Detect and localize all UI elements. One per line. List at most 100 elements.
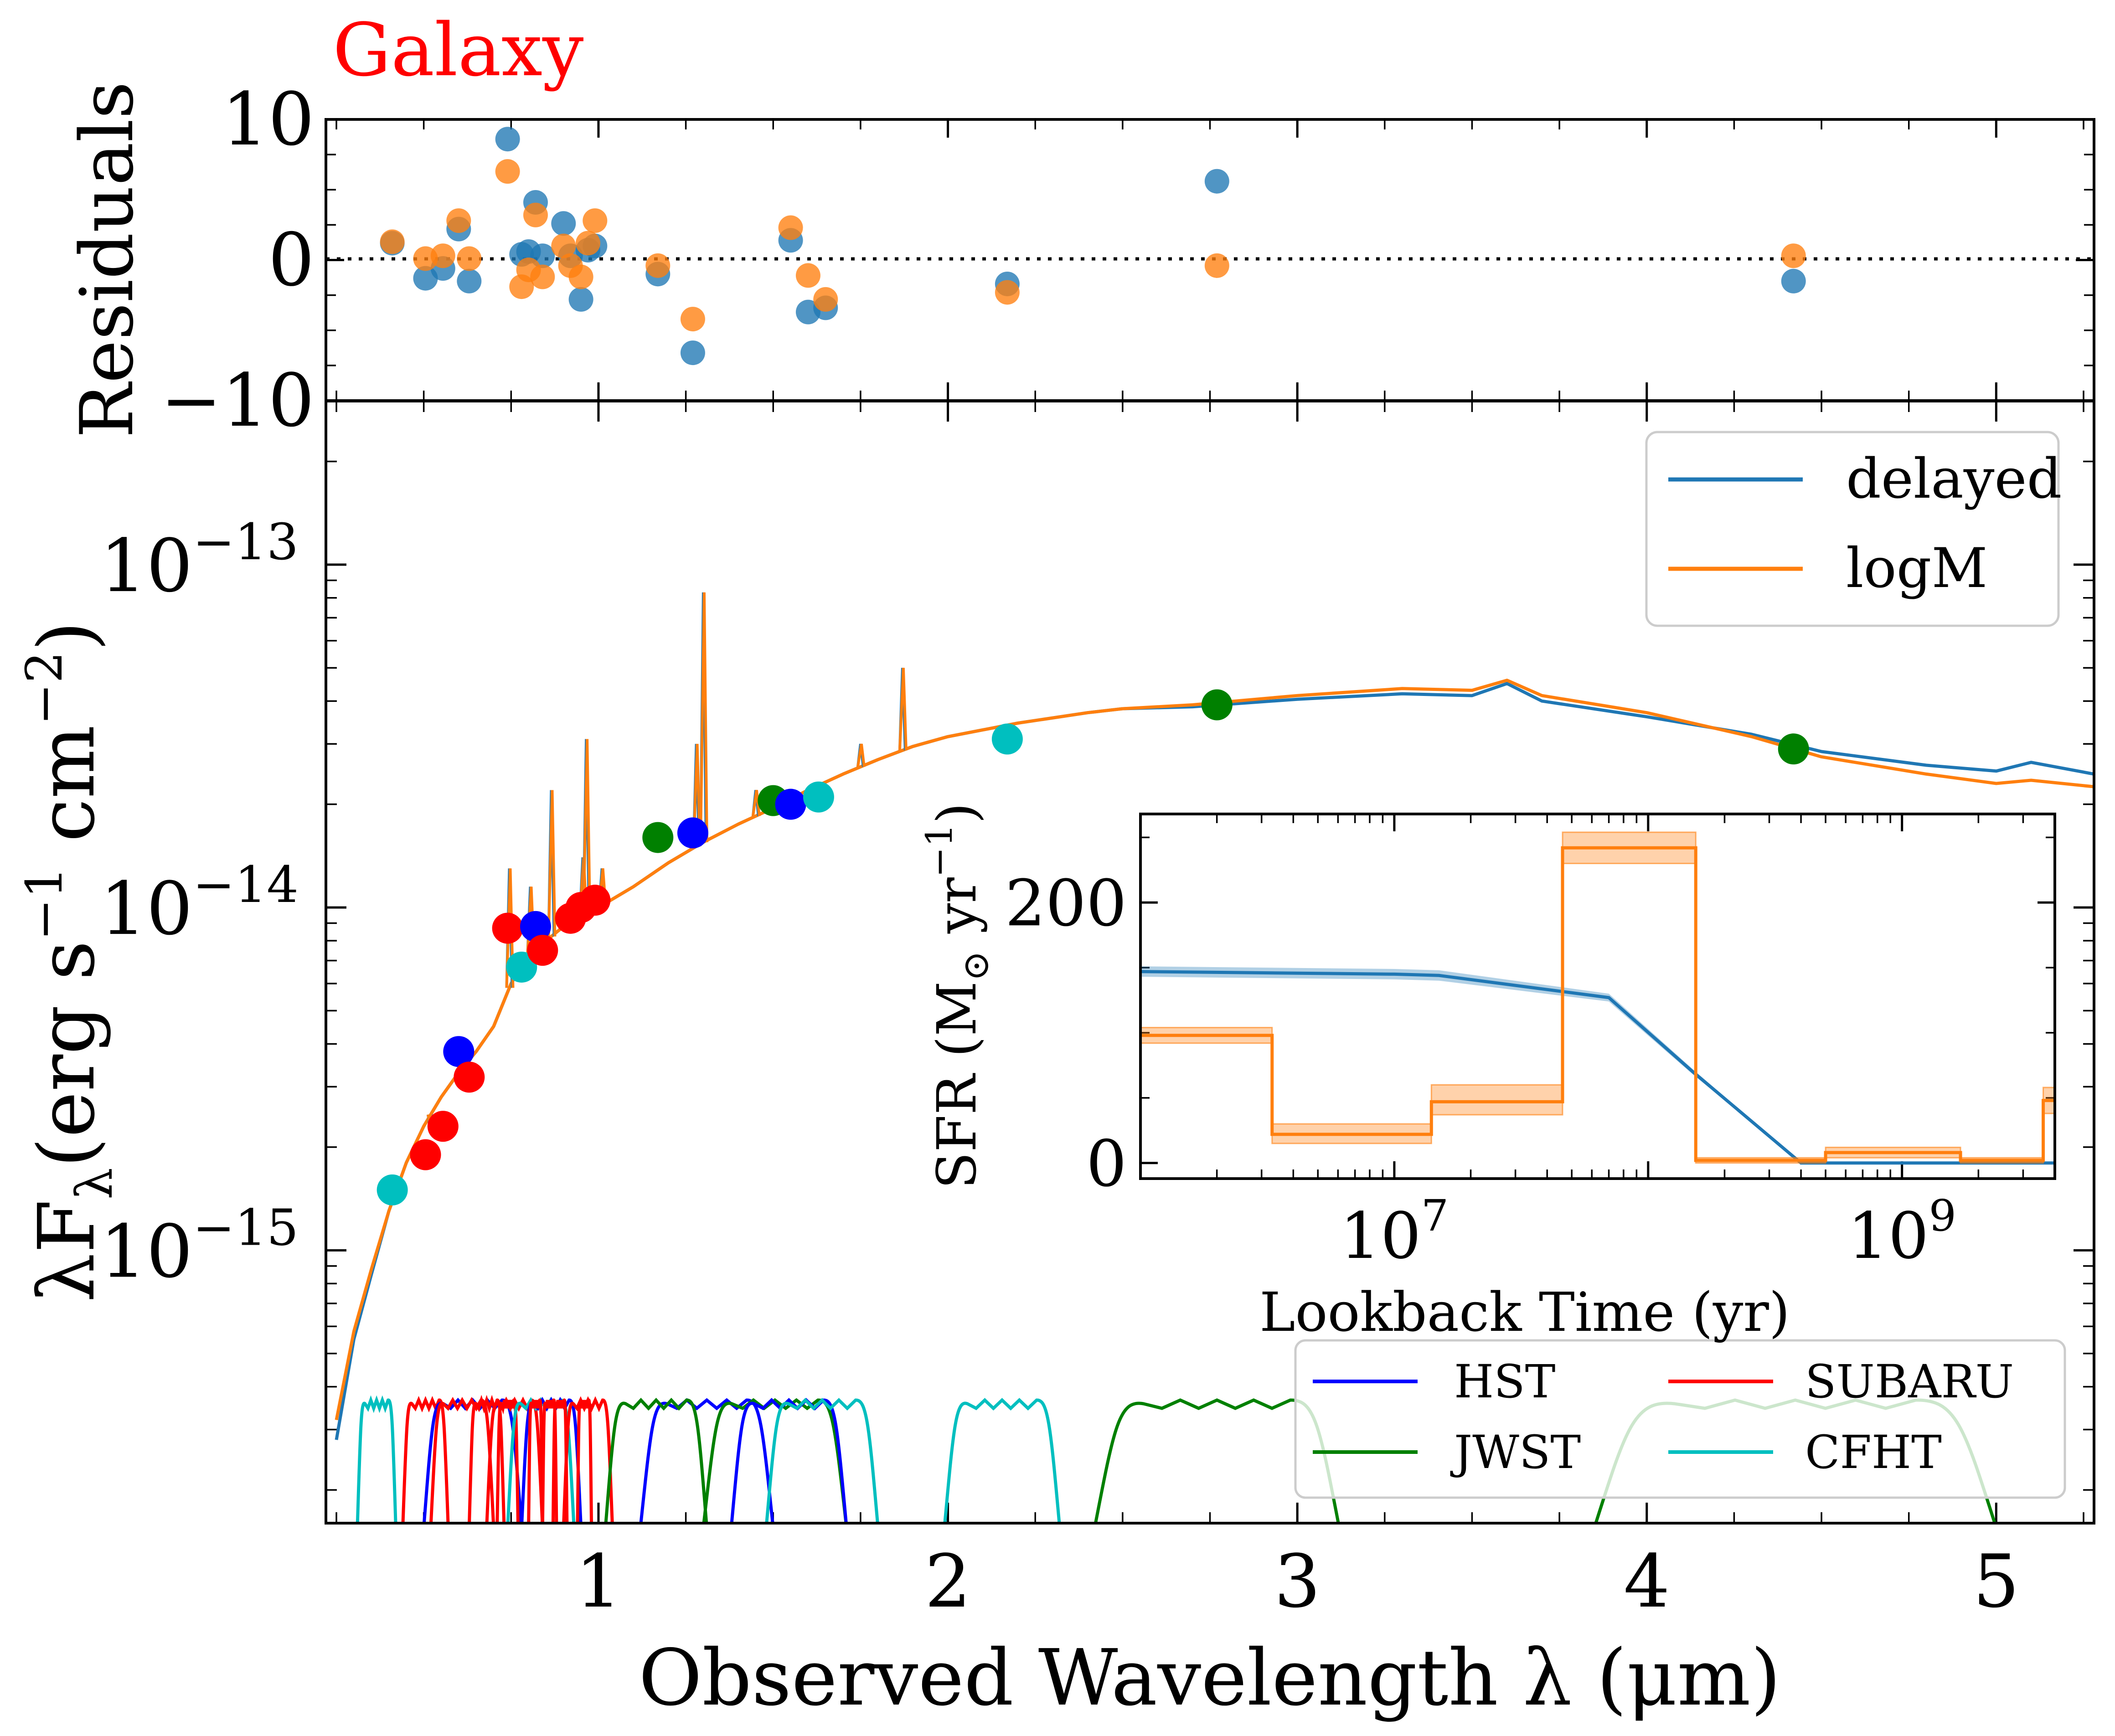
residual-point-logM — [813, 287, 838, 312]
inset-ytick-label: 0 — [1086, 1127, 1127, 1201]
legend-logM-label: logM — [1846, 537, 1987, 600]
residual-point-logM — [430, 243, 455, 268]
photometry-point-JWST — [1201, 689, 1233, 721]
sed-ytick-label: 10−13 — [100, 513, 299, 608]
sed-xtick-label: 1 — [575, 1539, 622, 1624]
emission-line-logM — [751, 790, 761, 817]
sfh-inset: 0 200 107 109 Lookback Time (yr) SFR (M⊙ yr… — [918, 803, 2056, 1344]
filter-curve-JWST — [604, 1397, 708, 1523]
residual-point-logM — [995, 280, 1020, 305]
residual-point-logM — [1204, 253, 1229, 278]
residual-point-logM — [645, 253, 671, 278]
residual-point-logM — [446, 208, 471, 233]
photometry-point-HST — [443, 1036, 475, 1067]
filter-curve-HST — [730, 1398, 848, 1523]
sed-panel: 10−13 10−14 10−15 1 2 3 4 5 Observed Wavelengt… — [15, 400, 2095, 1723]
residual-point-delayed — [457, 268, 482, 294]
filter-legend: HST SUBARU JWST CFHT — [1294, 1339, 2066, 1499]
residual-point-logM — [457, 246, 482, 271]
residual-point-delayed — [1781, 268, 1806, 294]
sed-xlabel: Observed Wavelength λ (μm) — [639, 1633, 1781, 1723]
residuals-ytick-label: 0 — [268, 217, 315, 303]
inset-series — [1140, 831, 2055, 1165]
photometry-point-SUBARU — [527, 935, 558, 966]
legend-subaru-label: SUBARU — [1805, 1355, 2014, 1408]
photometry-point-HST — [520, 911, 551, 942]
legend-hst-label: HST — [1454, 1355, 1555, 1408]
inset-ylabel: SFR (M⊙ yr−1) — [918, 803, 997, 1189]
sed-ytick-label: 10−14 — [100, 855, 299, 951]
residuals-ytick-label: 10 — [222, 77, 315, 162]
filter-curve-SUBARU — [527, 1398, 544, 1523]
sed-xtick-label: 4 — [1624, 1539, 1670, 1624]
sfh-logM-band — [1430, 1084, 1563, 1116]
sfh-delayed-line — [1140, 970, 2055, 1165]
photometry-point-HST — [775, 788, 806, 820]
filter-curve-CFHT — [765, 1398, 879, 1523]
sed-xtick-label: 3 — [1274, 1539, 1321, 1624]
residual-point-logM — [380, 229, 405, 254]
inset-xtick-label: 109 — [1847, 1191, 1956, 1273]
sed-ytick-labels: 10−13 10−14 10−15 — [100, 513, 299, 1294]
photometry-point-SUBARU — [579, 885, 611, 916]
filter-curve-SUBARU — [429, 1396, 495, 1523]
sed-ytick-label: 10−15 — [100, 1198, 299, 1294]
sed-ylabel: λFλ(erg s−1 cm−2) — [15, 621, 124, 1303]
residuals-points — [380, 127, 1806, 366]
residuals-ylabel: Residuals — [64, 82, 150, 438]
filter-curve-SUBARU — [495, 1398, 520, 1523]
residual-point-delayed — [568, 287, 593, 312]
filter-curve-SUBARU — [576, 1398, 593, 1523]
photometry-point-SUBARU — [427, 1111, 459, 1142]
emission-line-logM — [699, 592, 708, 842]
filter-curve-CFHT — [943, 1398, 1061, 1523]
sed-ticks — [326, 401, 2094, 1523]
sed-xtick-labels: 1 2 3 4 5 — [575, 1539, 2019, 1624]
inset-xtick-label: 107 — [1340, 1191, 1449, 1273]
emission-line-logM — [898, 668, 908, 751]
residual-point-logM — [1781, 243, 1806, 268]
photometry-points — [377, 689, 1809, 1205]
residual-point-logM — [530, 264, 555, 289]
legend-delayed-label: delayed — [1846, 448, 2062, 511]
filter-curve-SUBARU — [468, 1395, 506, 1523]
filter-curve-SUBARU — [401, 1396, 450, 1523]
photometry-point-SUBARU — [410, 1139, 441, 1170]
emission-line-logM — [856, 743, 866, 767]
filter-curve-CFHT — [356, 1395, 397, 1523]
residual-point-logM — [778, 215, 803, 240]
chart-title: Galaxy — [333, 7, 583, 93]
filter-curve-HST — [639, 1398, 774, 1523]
residual-point-logM — [495, 159, 520, 184]
photometry-point-CFHT — [803, 781, 834, 813]
filter-legend-frame — [1294, 1339, 2066, 1499]
photometry-point-HST — [677, 817, 708, 849]
residual-point-logM — [795, 263, 820, 288]
sed-frame — [325, 400, 2095, 1525]
residual-point-delayed — [680, 340, 705, 366]
legend-cfht-label: CFHT — [1805, 1426, 1942, 1479]
residuals-ytick-labels: 10 0 −10 — [160, 77, 315, 443]
model-legend: delayed logM — [1645, 431, 2062, 627]
photometry-point-CFHT — [991, 723, 1023, 755]
residuals-panel: Galaxy Residuals 10 0 −10 — [64, 7, 2095, 443]
residual-point-logM — [575, 231, 600, 256]
inset-ytick-label: 200 — [1005, 866, 1127, 941]
inset-tick-labels: 0 200 107 109 — [1005, 866, 1956, 1273]
residual-point-logM — [551, 233, 576, 258]
sfh-logM-line — [1140, 846, 2055, 1162]
residuals-ytick-label: −10 — [160, 358, 315, 443]
photometry-point-CFHT — [506, 951, 537, 983]
emission-line-logM — [692, 744, 702, 847]
filter-curve-JWST — [702, 1398, 848, 1523]
residual-point-logM — [583, 208, 608, 233]
emission-line-logM — [582, 739, 592, 913]
residual-point-logM — [680, 307, 705, 332]
residual-point-delayed — [1204, 169, 1229, 194]
emission-line-logM — [547, 790, 557, 937]
residuals-grid-ticks — [326, 118, 2094, 402]
photometry-point-SUBARU — [454, 1061, 485, 1093]
photometry-point-JWST — [642, 822, 674, 853]
residual-point-delayed — [495, 127, 520, 152]
